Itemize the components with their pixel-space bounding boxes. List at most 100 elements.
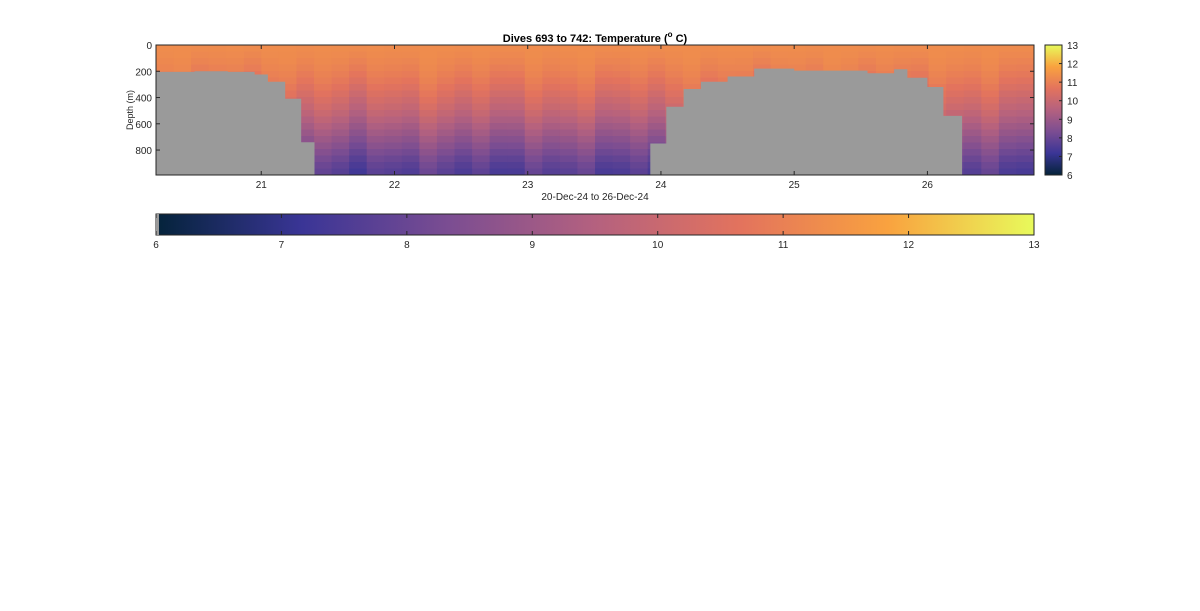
heatmap-cell	[173, 58, 192, 66]
heatmap-cell	[278, 84, 298, 92]
heatmap-cell	[911, 71, 930, 79]
heatmap-cell	[542, 77, 561, 85]
heatmap-cell	[349, 90, 368, 98]
heatmap-cell	[647, 123, 666, 131]
heatmap-cell	[735, 71, 754, 79]
heatmap-cell	[419, 64, 438, 72]
heatmap-cell	[612, 123, 631, 131]
heatmap-cell	[559, 168, 579, 175]
heatmap-cell	[419, 162, 438, 170]
heatmap-cell	[998, 149, 1018, 157]
heatmap-cell	[524, 90, 543, 98]
heatmap-cell	[384, 162, 403, 170]
heatmap-cell	[1016, 51, 1034, 59]
heatmap-cell	[401, 90, 420, 98]
heatmap-cell	[946, 64, 965, 72]
heatmap-cell	[296, 136, 315, 144]
x-axis-label: 20-Dec-24 to 26-Dec-24	[541, 192, 649, 203]
heatmap-cell	[682, 51, 701, 59]
heatmap-cell	[682, 77, 701, 85]
heatmap-cell	[507, 162, 526, 170]
heatmap-cell	[630, 90, 649, 98]
heatmap-cell	[191, 58, 210, 66]
heatmap-cell	[524, 149, 543, 157]
heatmap-cell	[542, 90, 561, 98]
heatmap-cell	[1016, 64, 1034, 72]
y-axis-ticks: 0 200 400 600 800	[135, 41, 1034, 157]
heatmap-cell	[156, 58, 175, 66]
heatmap-cell	[595, 51, 614, 59]
heatmap-cell	[577, 129, 596, 137]
heatmap-cell	[981, 142, 1000, 150]
heatmap-cell	[489, 103, 508, 111]
heatmap-cell	[331, 162, 350, 170]
heatmap-cell	[823, 45, 842, 53]
heatmap-cell	[384, 103, 403, 111]
heatmap-cell	[366, 103, 385, 111]
heatmap-cell	[436, 97, 456, 105]
heatmap-cell	[296, 90, 315, 98]
heatmap-cell	[401, 129, 420, 137]
heatmap-cell	[366, 123, 385, 131]
heatmap-cell	[524, 97, 543, 105]
heatmap-cell	[963, 84, 982, 92]
heatmap-cell	[524, 84, 543, 92]
heatmap-cell	[542, 51, 561, 59]
heatmap-cell	[911, 64, 930, 72]
heatmap-cell	[401, 149, 420, 157]
heatmap-cell	[401, 116, 420, 124]
heatmap-cell	[366, 142, 385, 150]
heatmap-cell	[753, 64, 772, 72]
heatmap-cell	[946, 77, 965, 85]
heatmap-cell	[489, 155, 508, 163]
x-axis-ticks: 21 22 23 24 25 26	[256, 45, 933, 191]
heatmap-cell	[559, 149, 579, 157]
heatmap-cell	[331, 123, 350, 131]
heatmap-cell	[436, 129, 456, 137]
heatmap-cell	[384, 64, 403, 72]
heatmap-cell	[823, 51, 842, 59]
heatmap-cell	[665, 77, 684, 85]
heatmap-cell	[911, 45, 930, 53]
heatmap-cell	[472, 90, 491, 98]
heatmap-cell	[366, 162, 385, 170]
heatmap-cell	[858, 64, 877, 72]
heatmap-cell	[682, 71, 701, 79]
heatmap-cell	[647, 51, 666, 59]
heatmap-cell	[507, 110, 526, 118]
heatmap-cell	[1016, 84, 1034, 92]
heatmap-cell	[366, 77, 385, 85]
heatmap-cell	[401, 110, 420, 118]
heatmap-cell	[384, 90, 403, 98]
heatmap-cell	[700, 51, 719, 59]
x-tick-label: 22	[389, 180, 401, 191]
heatmap-cell	[946, 90, 965, 98]
heatmap-cell	[1016, 116, 1034, 124]
heatmap-cell	[981, 71, 1000, 79]
heatmap-cell	[349, 155, 368, 163]
heatmap-cell	[331, 142, 350, 150]
heatmap-cell	[928, 64, 947, 72]
vertical-colorbar-tick-label: 8	[1067, 134, 1073, 145]
heatmap-cell	[630, 129, 649, 137]
heatmap-cell	[770, 45, 789, 53]
heatmap-cell	[753, 45, 772, 53]
heatmap-cell	[384, 136, 403, 144]
heatmap-cell	[595, 123, 614, 131]
heatmap-cell	[524, 51, 543, 59]
heatmap-cell	[946, 97, 965, 105]
heatmap-cell	[542, 58, 561, 66]
heatmap-cell	[630, 64, 649, 72]
heatmap-cell	[366, 136, 385, 144]
vertical-colorbar-tick-label: 13	[1067, 41, 1079, 52]
heatmap-cell	[805, 45, 824, 53]
heatmap-cell	[998, 97, 1018, 105]
heatmap-cell	[577, 142, 596, 150]
heatmap-cell	[542, 149, 561, 157]
heatmap-cell	[612, 58, 631, 66]
heatmap-cell	[559, 123, 579, 131]
heatmap-cell	[472, 97, 491, 105]
heatmap-cell	[366, 129, 385, 137]
heatmap-cell	[436, 116, 456, 124]
